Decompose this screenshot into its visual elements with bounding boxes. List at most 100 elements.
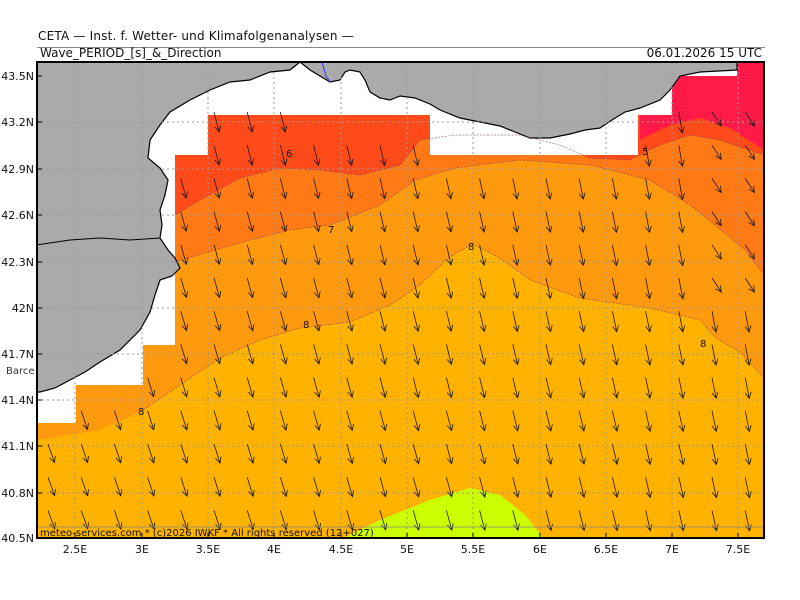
direction-arrow [678,410,686,433]
direction-arrow [578,178,586,200]
direction-arrow [645,410,653,433]
direction-arrow [744,477,752,499]
direction-arrow [246,410,255,431]
direction-arrow [711,178,722,194]
lat-tick-label: 40.8N [1,487,34,500]
lat-tick-label: 42N [12,302,34,315]
direction-arrow [578,410,586,432]
direction-arrow [545,244,553,267]
direction-arrow [578,477,586,499]
region-border [37,237,161,246]
lon-tick-label: 6E [533,543,547,556]
direction-arrow [744,311,752,333]
valid-datetime: 06.01.2026 15 UTC [646,46,762,60]
period-band-10 [344,488,544,538]
direction-arrow [645,344,653,366]
direction-arrow [578,311,586,333]
direction-arrow [744,244,755,260]
direction-arrow [545,377,553,399]
direction-arrow [744,178,755,194]
direction-arrow [446,244,454,266]
direction-arrow [147,510,156,530]
direction-arrow [412,344,421,366]
direction-arrow [578,244,586,267]
direction-arrow [578,443,586,466]
direction-arrow [512,443,520,465]
direction-arrow [744,111,755,127]
direction-arrow [280,311,288,332]
direction-arrow [711,311,719,333]
direction-arrow [213,443,222,464]
direction-arrow [280,145,288,167]
direction-arrow [280,178,288,200]
direction-arrow [379,211,387,233]
direction-arrow [678,178,685,201]
direction-arrow [711,111,722,127]
direction-arrow [213,111,221,133]
city-label: Barce [6,366,35,377]
direction-arrow [446,211,454,233]
lat-tick-label: 42.3N [1,256,34,269]
direction-arrow [346,145,354,167]
direction-arrow [246,311,255,332]
direction-arrow [313,377,321,399]
direction-arrow [744,211,755,227]
direction-arrow [346,510,355,531]
direction-arrow [114,410,122,431]
direction-arrow [744,144,755,161]
direction-arrow [346,277,354,299]
direction-arrow [645,443,653,466]
direction-arrow [313,277,321,299]
direction-arrow [346,477,355,498]
direction-arrow [545,410,553,432]
direction-arrow [313,178,321,200]
direction-arrow [213,178,222,200]
direction-arrow [346,410,354,432]
direction-arrow [678,211,685,234]
direction-arrow [512,477,520,498]
direction-arrow [246,111,255,133]
direction-arrow [80,477,89,497]
direction-arrow [479,477,487,498]
direction-arrow [379,145,387,167]
contour-label: 5 [642,147,648,158]
direction-arrow [645,377,653,399]
lat-tick-label: 43.5N [1,70,34,83]
direction-arrow [180,510,189,531]
direction-arrow [711,144,722,161]
direction-arrow [313,311,321,332]
direction-arrow [412,477,421,498]
direction-arrow [744,443,752,466]
institute-header: CETA — Inst. f. Wetter- und Klimafolgena… [38,29,354,43]
direction-arrow [479,311,487,333]
direction-arrow [512,311,520,333]
direction-arrow [479,344,487,366]
direction-arrow [213,477,222,498]
direction-arrow [678,111,685,134]
direction-arrow [47,510,56,530]
lon-tick-label: 5.5E [461,543,485,556]
direction-arrow [711,443,719,466]
direction-arrow [645,211,652,234]
direction-arrow [578,344,586,366]
direction-arrow [80,443,89,464]
direction-arrow [412,443,421,465]
nodata-cells [37,62,764,423]
direction-arrow [213,377,222,398]
direction-arrow [47,443,56,464]
direction-arrow [512,377,520,399]
lon-tick-label: 7E [665,543,679,556]
lat-tick-label: 41.1N [1,440,34,453]
direction-arrow [412,311,421,333]
direction-arrow [612,443,620,466]
footer-credit: meteo-services.com * (c)2026 IWKF * All … [40,528,374,539]
direction-arrow [180,477,189,497]
lat-tick-label: 40.5N [1,532,34,545]
national-border [321,62,331,83]
direction-arrow [180,311,189,332]
direction-arrow [412,211,420,233]
direction-arrow [346,178,354,200]
direction-arrow [313,510,321,531]
direction-arrow [180,410,189,431]
direction-arrow [711,344,719,366]
